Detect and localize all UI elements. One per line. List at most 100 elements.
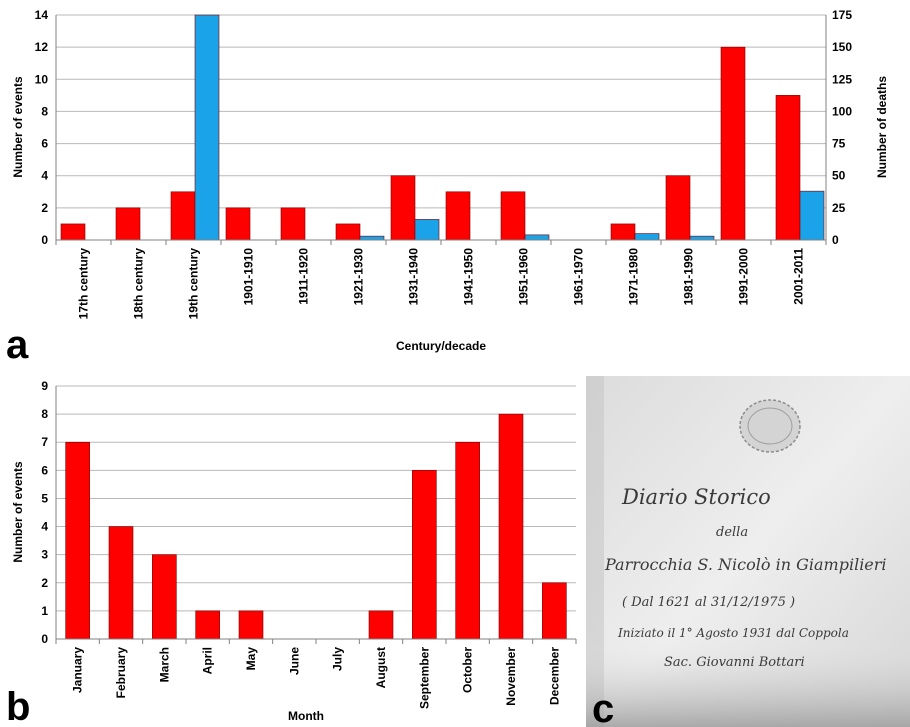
y2-tick-label: 25	[832, 201, 846, 215]
doc-line-4: ( Dal 1621 al 31/12/1975 )	[622, 595, 795, 610]
bar-events	[115, 207, 141, 241]
chart-b-bars	[65, 413, 567, 640]
x-tick-label: June	[287, 647, 301, 675]
bar-events	[60, 223, 86, 241]
bar-events	[390, 175, 416, 241]
x-tick-label: December	[547, 647, 561, 705]
y-tick-label: 5	[41, 491, 48, 505]
chart-a-bars	[60, 14, 825, 241]
bar-events	[542, 582, 567, 640]
bar-deaths	[414, 219, 440, 241]
y-tick-label: 0	[41, 632, 48, 646]
bar-events	[368, 610, 394, 640]
x-tick-label: 1961-1970	[572, 248, 586, 306]
x-tick-label: February	[114, 647, 128, 699]
bar-events	[500, 191, 526, 241]
y-tick-label: 2	[41, 201, 48, 215]
chart-a-ylabel: Number of events	[11, 76, 25, 178]
x-tick-label: 18th century	[132, 248, 146, 320]
doc-line-3: Parrocchia S. Nicolò in Giampilieri	[604, 555, 887, 574]
y2-tick-label: 125	[832, 72, 852, 86]
bar-events	[195, 610, 220, 640]
y-tick-label: 2	[41, 576, 48, 590]
doc-line-1: Diario Storico	[621, 485, 771, 509]
x-tick-label: 1901-1910	[242, 248, 256, 306]
bar-deaths	[194, 14, 220, 241]
y-tick-label: 0	[41, 233, 48, 247]
y-tick-label: 8	[41, 104, 48, 118]
doc-line-5: Iniziato il 1° Agosto 1931 dal Coppola	[617, 626, 849, 640]
bar-events	[108, 526, 134, 640]
y2-tick-label: 75	[832, 137, 846, 151]
bar-events	[170, 191, 196, 241]
panel-label-a: a	[6, 323, 29, 367]
x-tick-label: 1981-1990	[682, 248, 696, 306]
bar-events	[610, 223, 636, 241]
x-tick-label: 1921-1930	[352, 248, 366, 306]
y-tick-label: 1	[41, 604, 48, 618]
y-tick-label: 7	[41, 435, 48, 449]
chart-b-ylabel: Number of events	[11, 461, 25, 563]
chart-a-axes	[55, 15, 827, 245]
bar-events	[775, 95, 801, 241]
x-tick-label: 17th century	[77, 248, 91, 320]
document-edge-shadow	[586, 376, 604, 727]
x-tick-label: May	[244, 647, 258, 671]
chart-a-y2-ticks: 0 25 50 75 100 125 150 175	[832, 8, 852, 247]
bar-events	[665, 175, 691, 241]
x-tick-label: 19th century	[187, 248, 201, 320]
panel-label-c: c	[592, 687, 614, 727]
chart-b-axes	[55, 386, 577, 644]
bar-events	[152, 554, 177, 640]
y2-tick-label: 150	[832, 40, 852, 54]
stamp-seal-inner	[747, 407, 793, 445]
bar-events	[720, 46, 746, 241]
bar-events	[225, 207, 251, 241]
bar-events	[412, 470, 437, 640]
document-photo: Diario Storico della Parrocchia S. Nicol…	[586, 376, 910, 727]
y-tick-label: 4	[41, 169, 48, 183]
bar-deaths	[524, 234, 550, 241]
y-tick-label: 6	[41, 463, 48, 477]
x-tick-label: 1991-2000	[737, 248, 751, 306]
x-tick-label: 1951-1960	[517, 248, 531, 306]
bar-deaths	[634, 233, 660, 241]
y-tick-label: 9	[41, 379, 48, 393]
y2-tick-label: 100	[832, 104, 852, 118]
chart-a-x-ticks: 17th century 18th century 19th century 1901…	[77, 248, 806, 320]
x-tick-label: August	[374, 647, 388, 688]
doc-line-6: Sac. Giovanni Bottari	[664, 655, 805, 670]
bar-events	[335, 223, 361, 241]
bar-events	[280, 207, 306, 241]
doc-line-2: della	[716, 525, 748, 540]
bar-deaths	[689, 235, 715, 241]
x-tick-label: 1971-1980	[627, 248, 641, 306]
bar-events	[445, 191, 471, 241]
chart-b-y-ticks: 0 1 2 3 4 5 6 7 8 9	[41, 379, 48, 646]
chart-a-xlabel: Century/decade	[396, 339, 486, 353]
y-tick-label: 3	[41, 548, 48, 562]
x-tick-label: 1941-1950	[462, 248, 476, 306]
bar-events	[65, 441, 90, 640]
y-tick-label: 8	[41, 407, 48, 421]
x-tick-label: March	[157, 647, 171, 682]
chart-b-gridlines	[56, 385, 576, 640]
y-tick-label: 12	[35, 40, 49, 54]
y-tick-label: 4	[41, 520, 48, 534]
y-tick-label: 14	[35, 8, 49, 22]
x-tick-label: October	[461, 647, 475, 693]
x-tick-label: 2001-2011	[792, 248, 806, 305]
bar-events	[498, 413, 524, 640]
y-tick-label: 10	[35, 72, 49, 86]
x-tick-label: November	[504, 647, 518, 706]
panel-label-b: b	[6, 685, 30, 727]
bar-deaths	[359, 235, 385, 241]
bar-events	[455, 441, 480, 640]
x-tick-label: September	[417, 647, 431, 709]
chart-a: 0 2 4 6 8 10 12 14 0 25 50 75 100 125 150 175 17th cen…	[6, 8, 889, 367]
bar-deaths	[799, 190, 825, 241]
x-tick-label: January	[71, 647, 85, 693]
chart-b-xlabel: Month	[288, 709, 324, 723]
